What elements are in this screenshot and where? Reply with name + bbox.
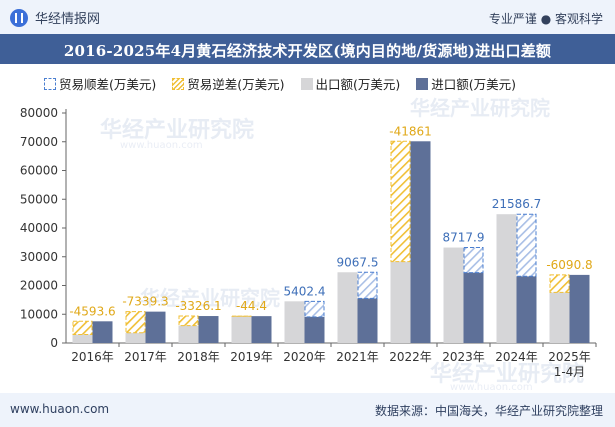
- surplus-bar: [516, 213, 537, 277]
- footer-website-link[interactable]: www.huaon.com: [10, 402, 110, 416]
- x-tick-label: 2021年: [336, 350, 379, 364]
- y-tick-label: 70000: [20, 135, 58, 149]
- title-bar: 2016-2025年4月黄石经济技术开发区(境内目的地/货源地)进出口差额: [0, 34, 615, 64]
- deficit-bar: [390, 140, 411, 263]
- data-label: -6090.8: [546, 258, 592, 272]
- legend-label-import: 进口额(万美元): [431, 77, 517, 92]
- data-label: -41861: [389, 124, 432, 138]
- y-tick-label: 50000: [20, 192, 58, 206]
- data-label: 5402.4: [284, 284, 326, 298]
- deficit-bar: [549, 274, 570, 293]
- y-tick-label: 40000: [20, 221, 58, 235]
- import-bar: [304, 316, 325, 343]
- deficit-bar: [178, 315, 199, 327]
- data-label: -4593.6: [69, 304, 115, 318]
- data-label: -7339.3: [122, 295, 168, 309]
- logo-icon: [10, 8, 28, 27]
- export-bar: [549, 292, 570, 343]
- export-bar: [72, 334, 93, 343]
- import-bar: [569, 274, 590, 343]
- import-bar: [463, 272, 484, 343]
- x-tick-label: 2022年: [389, 350, 432, 364]
- surplus-bar: [304, 300, 325, 318]
- top-bar: 华经情报网 专业严谨 ● 客观科学: [0, 0, 615, 34]
- slogan: 专业严谨 ● 客观科学: [488, 12, 603, 26]
- x-tick-label: 2024年: [495, 350, 538, 364]
- x-tick-label: 2020年: [283, 350, 326, 364]
- watermark-text: 华经产业研究院: [430, 362, 585, 387]
- x-tick-label: 2017年: [124, 350, 167, 364]
- legend-item-import: 进口额(万美元): [416, 74, 516, 93]
- export-bar: [443, 247, 464, 343]
- site-logo[interactable]: 华经情报网: [10, 8, 100, 27]
- export-bar: [231, 316, 252, 343]
- chart-legend: 贸易顺差(万美元) 贸易逆差(万美元) 出口额(万美元) 进口额(万美元): [44, 74, 532, 93]
- export-bar: [284, 301, 305, 343]
- legend-label-surplus: 贸易顺差(万美元): [59, 77, 157, 92]
- x-tick-label: 2023年: [442, 350, 485, 364]
- data-label: 8717.9: [443, 231, 485, 245]
- x-tick-label: 2019年: [230, 350, 273, 364]
- watermark-url: www.huaon.com: [450, 382, 533, 393]
- data-label: 21586.7: [492, 197, 542, 211]
- data-label: -3326.1: [175, 299, 221, 313]
- y-tick-label: 0: [50, 336, 58, 350]
- y-tick-label: 20000: [20, 279, 58, 293]
- legend-swatch-surplus: [44, 77, 56, 90]
- watermark-url: www.huaon.com: [120, 140, 203, 151]
- x-tick-label: 2016年: [71, 350, 114, 364]
- import-bar: [92, 321, 113, 343]
- import-bar: [145, 311, 166, 343]
- export-bar: [390, 261, 411, 343]
- chart-title: 2016-2025年4月黄石经济技术开发区(境内目的地/货源地)进出口差额: [63, 42, 552, 60]
- watermark-text: 华经产业研究院: [100, 118, 255, 143]
- footer-source: 数据来源：中国海关，华经产业研究院整理: [374, 404, 603, 418]
- legend-label-export: 出口额(万美元): [315, 77, 401, 92]
- legend-item-deficit: 贸易逆差(万美元): [172, 74, 285, 93]
- data-label: -44.4: [236, 299, 267, 313]
- y-tick-label: 60000: [20, 164, 58, 178]
- export-bar: [125, 332, 146, 343]
- chart-area: 0 10000 20000 30000 40000 50000 60000 70000 8000…: [20, 106, 597, 379]
- x-tick-label: 2025年: [548, 350, 591, 364]
- watermark-text: 华经产业研究院: [410, 96, 550, 120]
- legend-item-export: 出口额(万美元): [300, 74, 401, 93]
- import-bar: [251, 316, 272, 343]
- deficit-bar: [125, 311, 146, 334]
- watermark-text: 华经产业研究院: [140, 286, 280, 310]
- x-tick-label: 1-4月: [554, 365, 586, 379]
- y-tick-label: 10000: [20, 307, 58, 321]
- legend-swatch-export: [300, 77, 313, 90]
- export-bar: [337, 272, 358, 343]
- surplus-bar: [357, 271, 378, 299]
- y-tick-label: 30000: [20, 250, 58, 264]
- import-bar: [410, 141, 431, 343]
- legend-item-surplus: 贸易顺差(万美元): [44, 74, 156, 93]
- legend-label-deficit: 贸易逆差(万美元): [187, 77, 285, 92]
- export-bar: [178, 325, 199, 343]
- footer-bar: www.huaon.com 数据来源：中国海关，华经产业研究院整理: [0, 393, 615, 427]
- import-bar: [357, 298, 378, 343]
- x-tick-label: 2018年: [177, 350, 220, 364]
- export-bar: [496, 214, 517, 343]
- deficit-bar: [72, 320, 93, 336]
- surplus-bar: [463, 247, 484, 274]
- data-label: 9067.5: [337, 255, 379, 269]
- import-bar: [198, 316, 219, 343]
- y-tick-label: 80000: [20, 106, 58, 120]
- import-bar: [516, 276, 537, 343]
- legend-swatch-deficit: [172, 77, 185, 90]
- site-name: 华经情报网: [35, 12, 101, 27]
- legend-swatch-import: [416, 77, 429, 90]
